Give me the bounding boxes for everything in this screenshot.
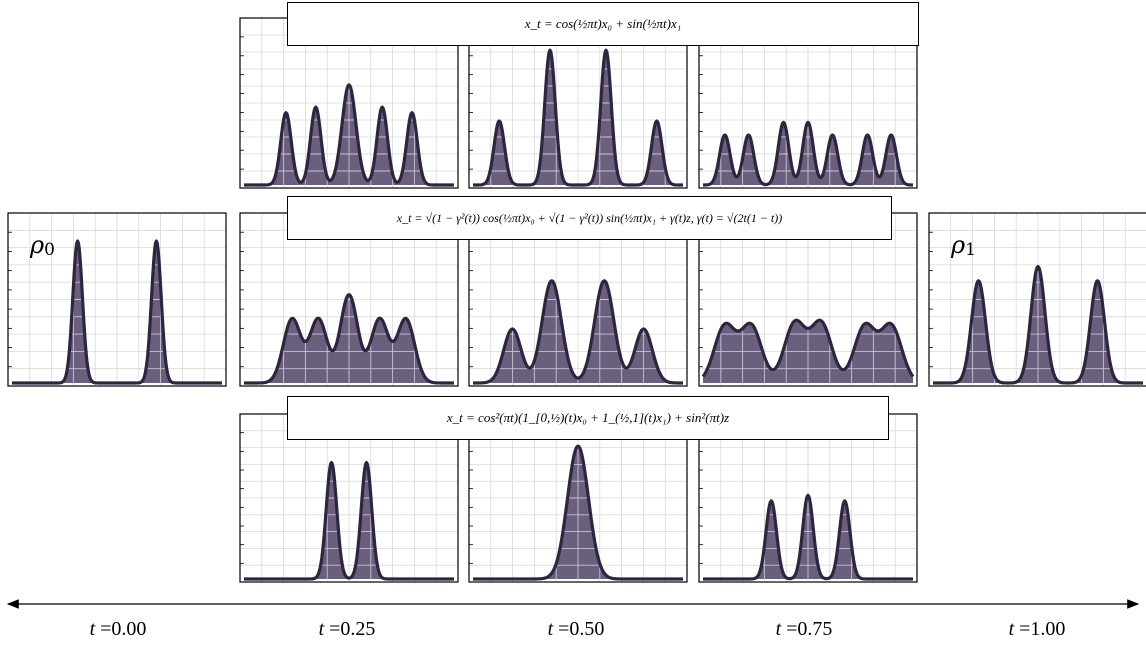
panel-mid_t025 [239,212,459,387]
panel-bot_t050 [468,413,688,583]
rho1-label: ρ1 [950,231,976,260]
time-label-3: t =0.75 [775,618,833,640]
density-curve [472,444,684,581]
panel-rho0: ρ0 [7,212,227,387]
time-label-0: t =0.00 [89,618,147,640]
equation-box-bottom: x_t = cos²(πt)(1_[0,½)(t)x₀ + 1_(½,1](t)… [287,396,889,440]
panel-mid_t050 [468,212,688,387]
time-label-1: t =0.25 [318,618,376,640]
panel-bot_t025 [239,413,459,583]
equation-bottom-text: x_t = cos²(πt)(1_[0,½)(t)x₀ + 1_(½,1](t)… [446,410,730,425]
panels-group: ρ0 ρ1 [7,17,1146,583]
equation-middle-text: x_t = √(1 − γ²(t)) cos(½πt)x₀ + √(1 − γ²… [396,210,783,225]
panel-top_t025 [239,17,459,189]
density-curve [472,48,684,187]
time-label-2: t =0.50 [547,618,605,640]
panel-frame [7,212,227,387]
density-curve [932,264,1144,385]
panel-grid [240,414,458,582]
panel-grid [8,213,226,386]
panel-rho1: ρ1 [928,212,1146,387]
density-curve [702,120,914,187]
rho0-label: ρ0 [29,231,55,260]
panel-top_t050 [468,17,688,189]
density-curve [701,318,915,378]
panel-mid_t075 [698,212,918,387]
equation-top-text: x_t = cos(½πt)x₀ + sin(½πt)x₁ [524,16,682,31]
equation-box-middle: x_t = √(1 − γ²(t)) cos(½πt)x₀ + √(1 − γ²… [287,196,892,240]
panel-frame [928,212,1146,387]
density-curve [243,460,455,581]
density-curve [11,239,223,385]
density-curve [243,293,455,385]
equation-box-top: x_t = cos(½πt)x₀ + sin(½πt)x₁ [287,2,919,46]
density-curve [702,493,914,581]
density-curve [243,83,455,187]
density-area [473,50,683,185]
density-curve [472,279,684,385]
time-label-4: t =1.00 [1008,618,1066,640]
